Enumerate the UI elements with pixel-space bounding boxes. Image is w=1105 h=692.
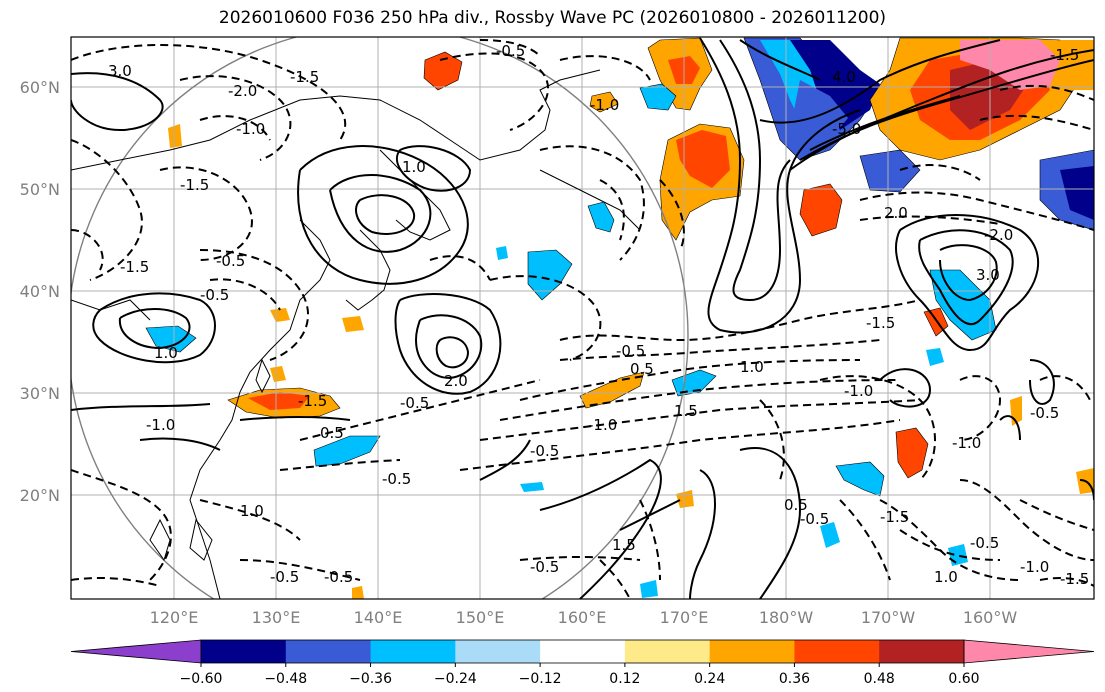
contour-label: -1.5 bbox=[1060, 570, 1089, 588]
lat-label-20n: 20°N bbox=[20, 486, 60, 505]
contour-label: -1.0 bbox=[1020, 558, 1049, 576]
colorbar-segment bbox=[540, 640, 626, 663]
longitude-labels: 120°E 130°E 140°E 150°E 160°E 170°E 180°… bbox=[150, 608, 1018, 627]
negative-contours bbox=[71, 39, 1094, 599]
contour-label: -0.5 bbox=[800, 510, 829, 528]
colorbar-tick-label: 0.48 bbox=[864, 671, 895, 687]
contour-label: 1.0 bbox=[240, 502, 264, 520]
latitude-labels: 60°N 50°N 40°N 30°N 20°N bbox=[20, 78, 60, 505]
colorbar-tick-label: −0.24 bbox=[434, 671, 477, 687]
colorbar-segment bbox=[201, 640, 287, 663]
contour-label: -1.5 bbox=[866, 314, 895, 332]
contour-label: -0.5 bbox=[1030, 404, 1059, 422]
contour-label: -0.5 bbox=[616, 342, 645, 360]
lat-label-50n: 50°N bbox=[20, 180, 60, 199]
lat-label-30n: 30°N bbox=[20, 384, 60, 403]
colorbar-tick-label: 0.36 bbox=[779, 671, 810, 687]
contour-label: 1.5 bbox=[674, 402, 698, 420]
contour-label: -0.5 bbox=[496, 42, 525, 60]
colorbar-segment bbox=[455, 640, 541, 663]
contour-label: -1.0 bbox=[588, 416, 617, 434]
lon-label-160e: 160°E bbox=[558, 608, 607, 627]
contour-label: 1.0 bbox=[934, 568, 958, 586]
contour-label: -1.0 bbox=[952, 434, 981, 452]
contour-label: -2.0 bbox=[984, 226, 1013, 244]
contour-label: -1.5 bbox=[180, 176, 209, 194]
contour-label: -1.5 bbox=[880, 508, 909, 526]
colorbar-extend-high bbox=[963, 639, 1095, 664]
contour-label: -1.5 bbox=[298, 392, 327, 410]
contour-label: -0.5 bbox=[200, 286, 229, 304]
contour-label: 2.0 bbox=[444, 372, 468, 390]
range-circle bbox=[71, 37, 689, 599]
colorbar-segment bbox=[285, 640, 372, 663]
colorbar-segment bbox=[370, 640, 456, 663]
contour-label: 0.5 bbox=[320, 424, 344, 442]
contour-label: 2.0 bbox=[884, 204, 908, 222]
lon-label-150e: 150°E bbox=[456, 608, 505, 627]
contour-label: 3.0 bbox=[976, 266, 1000, 284]
colorbar-tick-label: −0.60 bbox=[180, 671, 223, 687]
lon-label-130e: 130°E bbox=[252, 608, 301, 627]
map-title: 2026010600 F036 250 hPa div., Rossby Wav… bbox=[218, 8, 887, 28]
colorbar-segment bbox=[879, 640, 965, 663]
coastlines bbox=[71, 69, 641, 599]
colorbar-extend-low bbox=[70, 639, 202, 664]
contour-label: -0.5 bbox=[970, 534, 999, 552]
contour-label: 1.0 bbox=[740, 358, 764, 376]
contour-labels: 3.0 -2.0 -1.5 -1.0 -0.5 -1.0 1.0 -0.5 -1… bbox=[108, 42, 1089, 588]
contour-label: -0.5 bbox=[530, 442, 559, 460]
gridlines bbox=[71, 37, 1094, 599]
lon-label-180w: 180°W bbox=[759, 608, 814, 627]
contour-label: -1.0 bbox=[146, 416, 175, 434]
colorbar-tick-label: −0.48 bbox=[264, 671, 307, 687]
contour-label: -1.5 bbox=[120, 258, 149, 276]
colorbar-tick-label: 0.12 bbox=[609, 671, 640, 687]
contour-label: -1.5 bbox=[1050, 46, 1079, 64]
contour-label: 0.5 bbox=[630, 360, 654, 378]
contour-label: 1.5 bbox=[612, 536, 636, 554]
contour-label: 0.5 bbox=[784, 496, 808, 514]
colorbar-outline bbox=[200, 639, 965, 664]
colorbar-tick-label: 0.60 bbox=[948, 671, 979, 687]
contour-label: 1.0 bbox=[402, 158, 426, 176]
contour-label: -1.0 bbox=[236, 120, 265, 138]
lat-label-40n: 40°N bbox=[20, 282, 60, 301]
colorbar-tick-label: −0.36 bbox=[349, 671, 392, 687]
contour-label: -1.0 bbox=[844, 382, 873, 400]
contour-label: -1.5 bbox=[290, 68, 319, 86]
contour-label: -0.5 bbox=[270, 568, 299, 586]
contour-label: -0.5 bbox=[382, 470, 411, 488]
colorbar-segment bbox=[624, 640, 711, 663]
lon-label-170w: 170°W bbox=[861, 608, 916, 627]
colorbar-tick-label: 0.24 bbox=[694, 671, 725, 687]
positive-contours bbox=[71, 37, 1094, 599]
lon-label-160w: 160°W bbox=[963, 608, 1018, 627]
lat-label-60n: 60°N bbox=[20, 78, 60, 97]
lon-label-120e: 120°E bbox=[150, 608, 199, 627]
contour-label: 1.0 bbox=[154, 344, 178, 362]
colorbar: −0.60 −0.48 −0.36 −0.24 −0.12 0.12 0.24 0.36 0.4… bbox=[70, 639, 1095, 687]
lon-label-140e: 140°E bbox=[354, 608, 403, 627]
colorbar-segment bbox=[794, 640, 880, 663]
contour-label: -0.5 bbox=[400, 394, 429, 412]
lon-label-170e: 170°E bbox=[660, 608, 709, 627]
contour-label: -0.5 bbox=[324, 568, 353, 586]
contour-label: -5.0 bbox=[832, 120, 861, 138]
colorbar-segment bbox=[709, 640, 795, 663]
map-frame bbox=[70, 36, 1095, 600]
contour-label: 4.0 bbox=[832, 68, 856, 86]
contour-label: -2.0 bbox=[228, 82, 257, 100]
contour-label: -0.5 bbox=[216, 252, 245, 270]
contour-label: 3.0 bbox=[108, 62, 132, 80]
contour-label: -1.0 bbox=[590, 96, 619, 114]
contour-label: -0.5 bbox=[530, 558, 559, 576]
colorbar-tick-label: −0.12 bbox=[519, 671, 562, 687]
